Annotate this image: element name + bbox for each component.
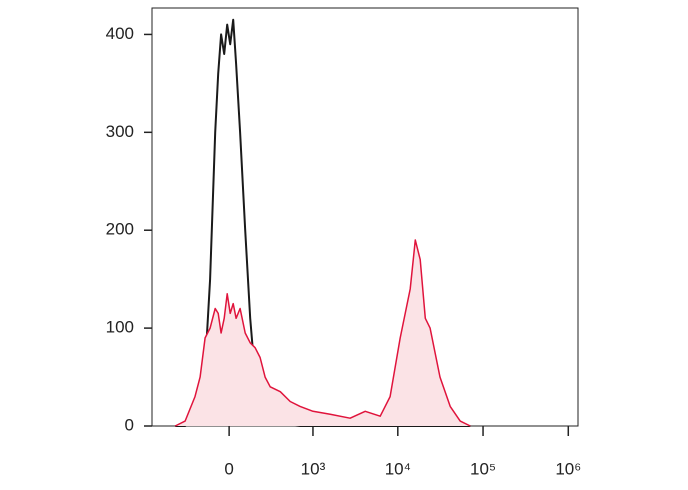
y-tick-label: 300 xyxy=(106,122,134,141)
x-tick-label: 10⁵ xyxy=(470,459,496,478)
y-tick-label: 100 xyxy=(106,318,134,337)
x-tick-label: 0 xyxy=(224,459,233,478)
y-tick-label: 0 xyxy=(125,415,134,434)
x-tick-label: 10⁶ xyxy=(555,459,581,478)
y-tick-label: 200 xyxy=(106,220,134,239)
histogram-line xyxy=(174,239,471,427)
y-tick-label: 400 xyxy=(106,24,134,43)
x-tick-label: 10³ xyxy=(301,459,326,478)
x-tick-label: 10⁴ xyxy=(385,459,411,478)
area xyxy=(175,240,471,426)
